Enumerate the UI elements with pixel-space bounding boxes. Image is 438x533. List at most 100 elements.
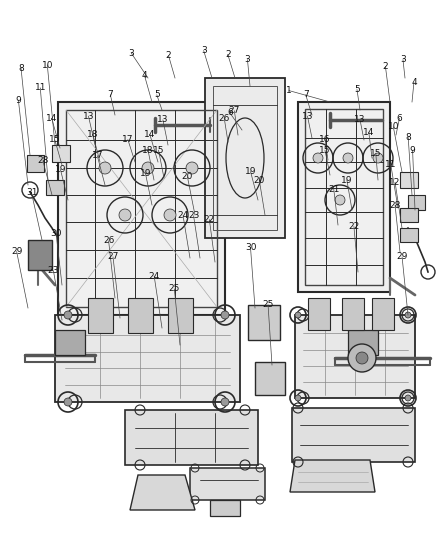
Polygon shape (255, 362, 285, 395)
Text: 29: 29 (11, 247, 22, 256)
Text: 4: 4 (142, 71, 147, 80)
Text: 19: 19 (140, 169, 151, 177)
Circle shape (186, 162, 198, 174)
Polygon shape (205, 78, 285, 238)
Circle shape (119, 209, 131, 221)
Circle shape (335, 195, 345, 205)
Polygon shape (52, 145, 70, 162)
Polygon shape (28, 240, 52, 270)
Circle shape (64, 398, 72, 406)
Circle shape (373, 153, 383, 163)
Text: 3: 3 (400, 55, 406, 64)
Circle shape (313, 153, 323, 163)
Text: 3: 3 (128, 49, 134, 58)
Circle shape (295, 395, 301, 401)
Text: 23: 23 (48, 266, 59, 275)
Text: 6: 6 (227, 109, 233, 117)
Text: 20: 20 (182, 173, 193, 181)
Circle shape (142, 162, 154, 174)
Polygon shape (400, 172, 418, 188)
Text: 29: 29 (396, 253, 408, 261)
Polygon shape (295, 315, 415, 398)
Circle shape (64, 311, 72, 319)
Text: 17: 17 (92, 151, 103, 160)
Text: 13: 13 (157, 116, 169, 124)
Text: 19: 19 (55, 165, 66, 174)
Polygon shape (88, 298, 113, 333)
Text: 8: 8 (18, 64, 24, 72)
Text: 12: 12 (389, 178, 401, 187)
Text: 9: 9 (410, 146, 416, 155)
Text: 6: 6 (396, 114, 403, 123)
Text: 15: 15 (153, 146, 164, 155)
Circle shape (356, 352, 368, 364)
Polygon shape (55, 330, 85, 355)
Text: 14: 14 (46, 114, 57, 123)
Circle shape (343, 153, 353, 163)
Text: 21: 21 (328, 185, 339, 193)
Text: 27: 27 (107, 253, 119, 261)
Text: 3: 3 (201, 46, 207, 55)
Polygon shape (298, 102, 390, 292)
Text: 9: 9 (15, 96, 21, 104)
Text: 31: 31 (26, 189, 37, 197)
Text: 19: 19 (341, 176, 353, 184)
Text: 30: 30 (50, 229, 62, 238)
Polygon shape (58, 102, 225, 315)
Polygon shape (128, 298, 153, 333)
Text: 26: 26 (219, 114, 230, 123)
Polygon shape (408, 195, 425, 210)
Text: 16: 16 (319, 135, 331, 144)
Polygon shape (308, 298, 330, 330)
Text: 7: 7 (107, 91, 113, 99)
Polygon shape (168, 298, 193, 333)
Text: 5: 5 (154, 91, 160, 99)
Text: 23: 23 (188, 212, 199, 220)
Polygon shape (55, 315, 240, 402)
Polygon shape (27, 155, 44, 172)
Text: 18: 18 (142, 146, 154, 155)
Text: 17: 17 (122, 135, 134, 144)
Polygon shape (190, 468, 265, 500)
Polygon shape (248, 305, 280, 340)
Text: 5: 5 (354, 85, 360, 94)
Text: 25: 25 (262, 301, 274, 309)
Text: 11: 11 (385, 160, 396, 168)
Text: 2: 2 (225, 50, 230, 59)
Circle shape (99, 162, 111, 174)
Text: 8: 8 (405, 133, 411, 142)
Text: 15: 15 (49, 135, 60, 144)
Text: 30: 30 (245, 244, 256, 252)
Text: 1: 1 (286, 86, 292, 95)
Text: 20: 20 (254, 176, 265, 184)
Text: 10: 10 (388, 123, 399, 131)
Text: 13: 13 (302, 112, 313, 120)
Circle shape (295, 312, 301, 318)
Circle shape (221, 398, 229, 406)
Text: 25: 25 (169, 285, 180, 293)
Text: 4: 4 (411, 78, 417, 87)
Polygon shape (400, 228, 418, 242)
Circle shape (348, 344, 376, 372)
Text: 24: 24 (177, 212, 189, 220)
Text: 19: 19 (245, 167, 256, 176)
Text: 13: 13 (354, 116, 366, 124)
Text: 11: 11 (35, 84, 46, 92)
Circle shape (221, 311, 229, 319)
Text: 15: 15 (370, 149, 381, 158)
Text: 2: 2 (383, 62, 388, 71)
Polygon shape (400, 208, 418, 222)
Text: 27: 27 (229, 107, 240, 115)
Text: 10: 10 (42, 61, 53, 69)
Text: 14: 14 (363, 128, 374, 136)
Polygon shape (125, 410, 258, 465)
Text: 22: 22 (348, 222, 360, 231)
Polygon shape (290, 460, 375, 492)
Circle shape (164, 209, 176, 221)
Text: 14: 14 (144, 130, 155, 139)
Polygon shape (348, 330, 378, 355)
Polygon shape (292, 408, 415, 462)
Text: 2: 2 (166, 52, 171, 60)
Text: 28: 28 (37, 157, 49, 165)
Text: 22: 22 (204, 215, 215, 224)
